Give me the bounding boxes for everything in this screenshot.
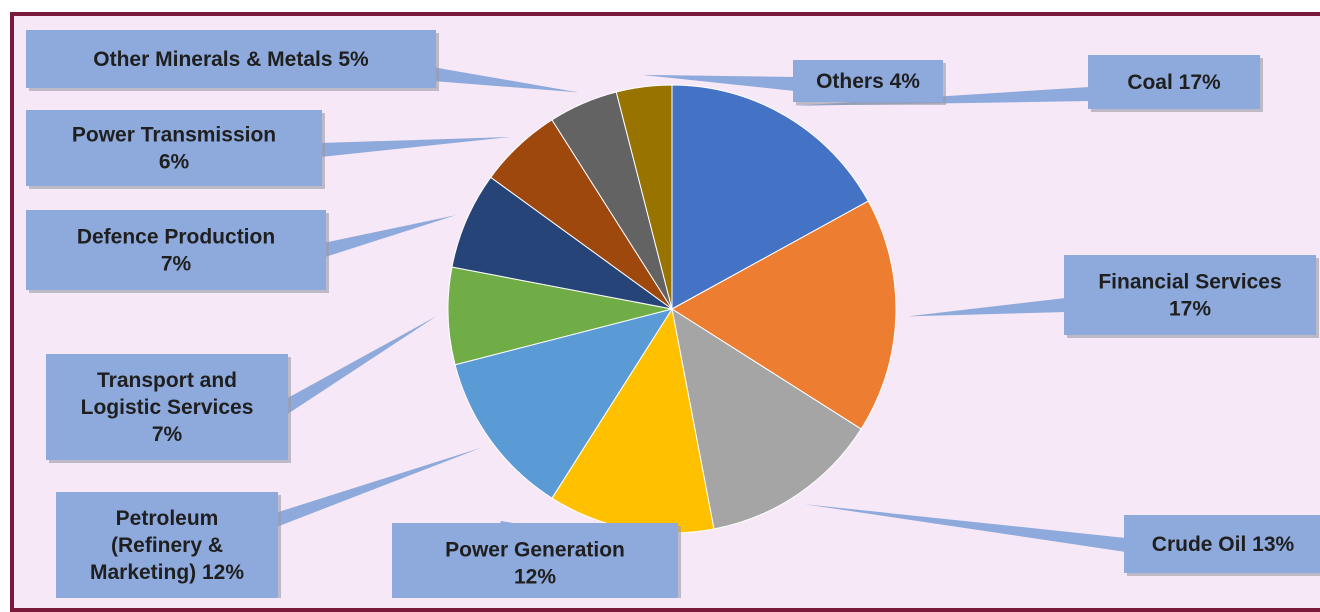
leader-line [319, 137, 511, 157]
data-label-box [392, 523, 678, 598]
data-label-box [26, 30, 436, 88]
data-labels: Coal 17% Financial Services 17% Crude Oil 1… [26, 30, 1320, 598]
leader-line [431, 67, 579, 93]
data-label: Others 4% [793, 60, 946, 105]
data-label-box [26, 210, 326, 290]
data-label: Other Minerals & Metals 5% [26, 30, 439, 91]
data-label-text: Transport and Logistic Services 7% [81, 369, 254, 446]
leader-line [804, 504, 1127, 552]
data-label: Power Transmission 6% [26, 110, 325, 189]
leader-line [280, 316, 437, 414]
data-label: Petroleum (Refinery & Marketing) 12% [56, 492, 281, 598]
data-label-box [46, 354, 288, 460]
data-label-text: Petroleum (Refinery & Marketing) 12% [90, 507, 244, 584]
leader-line [907, 298, 1067, 317]
data-label-text: Coal 17% [1127, 71, 1221, 94]
data-label-box [1064, 255, 1316, 335]
pie-slice-petroleum-refinery-marketing [454, 308, 674, 499]
leader-line [267, 447, 482, 529]
data-label-text: Crude Oil 13% [1152, 533, 1295, 556]
pie-slice-financial-services [671, 200, 897, 430]
data-label-box [56, 492, 278, 598]
data-label-text: Defence Production 7% [77, 226, 275, 276]
data-label-box [26, 110, 322, 186]
data-label-box [1088, 55, 1260, 109]
data-label-text: Power Generation 12% [445, 539, 625, 589]
data-label: Financial Services 17% [1064, 255, 1319, 338]
data-label: Coal 17% [1088, 55, 1263, 112]
pie-chart: Coal 17% Financial Services 17% Crude Oil 1… [26, 30, 1320, 598]
data-label: Defence Production 7% [26, 210, 329, 293]
pie-slice-crude-oil [671, 307, 862, 530]
leader-line [322, 215, 456, 257]
data-label-text: Others 4% [816, 70, 920, 93]
data-label: Crude Oil 13% [1124, 515, 1320, 576]
data-label-box [1124, 515, 1320, 573]
data-label-text: Power Transmission 6% [72, 124, 276, 174]
data-label-box [793, 60, 943, 102]
data-label-text: Other Minerals & Metals 5% [93, 48, 369, 71]
pie-slice-others [615, 84, 673, 310]
data-label-text: Financial Services 17% [1098, 271, 1281, 321]
pie-slice-coal [671, 84, 869, 310]
data-label: Transport and Logistic Services 7% [46, 354, 291, 463]
pie-slices [447, 84, 897, 534]
leader-line [642, 74, 796, 91]
data-label: Power Generation 12% [392, 523, 681, 598]
